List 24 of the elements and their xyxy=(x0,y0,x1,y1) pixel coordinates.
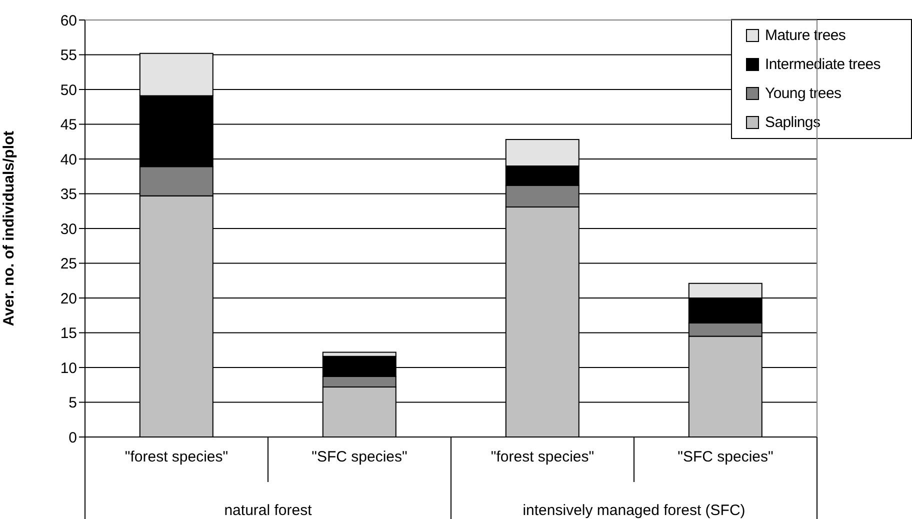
text: intensively managed forest (SFC) xyxy=(522,502,746,519)
x-tick-label: "forest species" xyxy=(124,448,228,466)
y-tick-label: 25 xyxy=(60,256,77,273)
y-tick-label: 50 xyxy=(60,82,77,99)
y-tick-label: 30 xyxy=(60,220,77,238)
y-axis-title: Aver. no. of individuals/plot xyxy=(0,130,18,326)
y-tick-label: 0 xyxy=(68,429,77,446)
y-tick-label: 20 xyxy=(60,290,77,308)
x-tick-label: "SFC species" xyxy=(678,448,774,466)
text: natural forest xyxy=(224,502,313,519)
y-tick-label: 55 xyxy=(60,47,77,64)
legend-label: Intermediate trees xyxy=(765,56,880,73)
legend-label: Saplings xyxy=(765,114,820,131)
legend-label: Mature trees xyxy=(765,27,846,44)
legend-label: Young trees xyxy=(765,85,842,102)
y-tick-label: 10 xyxy=(60,360,77,377)
y-tick-label: 45 xyxy=(60,116,77,134)
y-tick-label: 60 xyxy=(60,12,77,30)
y-tick-label: 5 xyxy=(68,394,77,412)
x-tick-label: "forest species" xyxy=(490,448,594,466)
x-tick-label: "SFC species" xyxy=(312,448,408,466)
y-tick-label: 15 xyxy=(60,325,77,342)
y-tick-label: 40 xyxy=(60,151,77,168)
y-tick-label: 35 xyxy=(60,186,77,204)
